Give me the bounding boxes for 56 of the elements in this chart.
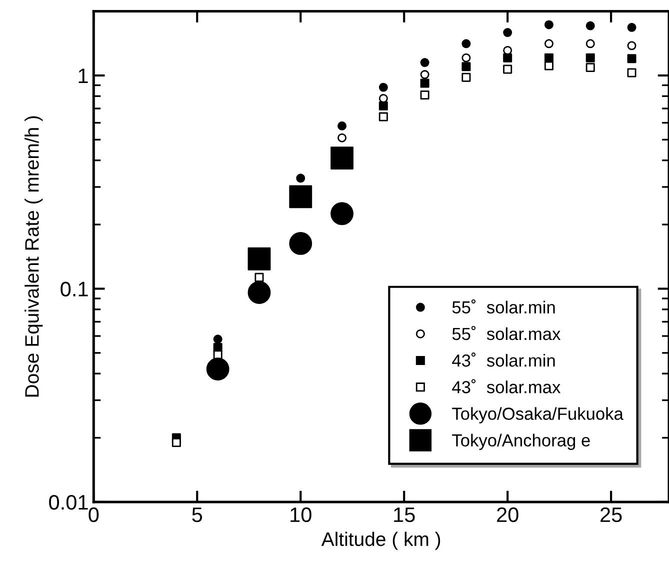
legend-label: 43˚ solar.min — [452, 352, 555, 367]
point — [627, 54, 636, 64]
y-tick-label: 0.01 — [49, 494, 88, 510]
legend-label: Tokyo/Anchorag e — [452, 434, 590, 450]
point — [378, 82, 388, 92]
y-tick-label: 1 — [78, 68, 88, 84]
point — [544, 61, 554, 70]
point — [627, 68, 636, 78]
point — [586, 62, 595, 72]
x-tick-label: 0 — [88, 507, 99, 522]
point — [172, 438, 181, 448]
point — [462, 53, 471, 62]
point — [254, 272, 264, 282]
point — [420, 58, 430, 68]
x-tick-label: 5 — [192, 508, 202, 522]
x-tick-label: 20 — [497, 507, 518, 522]
x-tick-label: 25 — [600, 507, 622, 522]
point — [289, 232, 312, 255]
point — [503, 64, 512, 74]
point — [338, 133, 347, 142]
y-axis-title: Dose Equivalent Rate ( mrem/h ) — [24, 116, 43, 397]
x-tick-label: 15 — [394, 508, 415, 522]
point — [544, 39, 554, 48]
legend-label: Tokyo/Osaka/Fukuoka — [452, 407, 624, 424]
point — [627, 22, 636, 32]
point — [289, 185, 312, 208]
point — [627, 41, 636, 50]
point — [503, 28, 512, 38]
point — [248, 247, 271, 270]
point — [330, 146, 354, 170]
point — [378, 112, 388, 122]
y-tick-label: 0.1 — [60, 282, 88, 296]
point — [420, 70, 430, 80]
x-tick-label: 10 — [290, 507, 312, 522]
legend-label: 55˚ solar.min — [452, 299, 555, 314]
point — [544, 53, 554, 62]
point — [206, 358, 230, 381]
legend-label: 43˚ solar.max — [452, 379, 561, 394]
x-axis-title: Altitude ( km ) — [321, 532, 440, 550]
point — [586, 39, 595, 48]
point — [378, 101, 388, 110]
point — [503, 53, 512, 62]
point — [330, 202, 354, 226]
point — [462, 39, 471, 48]
point — [462, 72, 471, 82]
point — [248, 281, 271, 304]
point — [213, 334, 222, 344]
point — [586, 21, 595, 30]
point — [462, 62, 471, 72]
point — [296, 174, 306, 183]
point — [544, 20, 554, 30]
point — [586, 53, 595, 62]
point — [420, 78, 430, 88]
point — [420, 90, 430, 100]
point — [338, 121, 347, 130]
legend-label: 55˚ solar.max — [452, 326, 561, 340]
